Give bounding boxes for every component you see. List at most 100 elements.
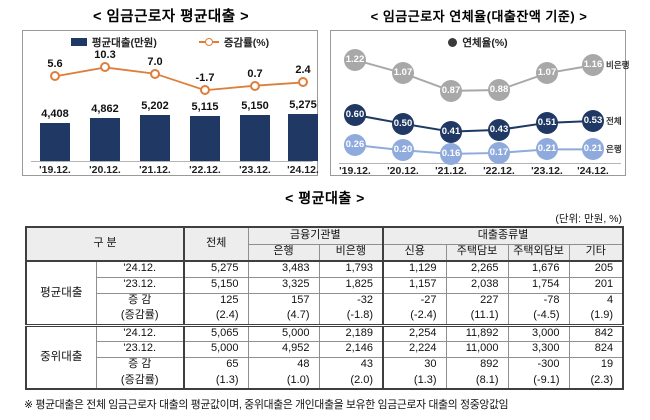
line-marker: [100, 62, 110, 73]
bar-value-label: 5,115: [191, 100, 219, 113]
table-cell: 2,189: [318, 324, 384, 342]
row-label: 증 감: [95, 292, 185, 309]
table-section-average-loan: 평균대출 '24.12. 5,275 3,483 1,793 1,129 2,265 1,67…: [25, 260, 624, 326]
table-cell: 824: [568, 340, 624, 358]
bar: [90, 118, 120, 161]
table-cell: (2.0): [318, 373, 384, 390]
table-cell: 2,224: [382, 340, 447, 358]
row-label: (증감률): [95, 309, 185, 326]
avg-loan-table: 구 분 전체 금융기관별 대출종류별 은행 비은행 신용 주택담보 주택외담보 …: [25, 226, 625, 390]
table-cell: 11,000: [445, 340, 509, 358]
table-row: '23.12. 5,150 3,325 1,825 1,157 2,038 1,754 201: [26, 276, 624, 294]
table-cell: 1,157: [382, 276, 447, 294]
table-cell: (4.7): [247, 309, 320, 326]
delinquency-plot: 1.22 1.07 0.87 0.88 1.07 1.16 비은행 0.60 0.50 0.41 0…: [331, 31, 630, 177]
data-point: 0.51: [536, 111, 558, 134]
avg-loan-chart: 평균대출(만원) 증감률(%) 4,408 5.6 '19.12. 4,862 10.3…: [22, 30, 319, 177]
table-title: < 평균대출 >: [285, 190, 365, 206]
table-cell: -27: [382, 292, 447, 309]
table-cell: 3,483: [247, 260, 320, 278]
header-bank: 은행: [247, 243, 320, 262]
legend-item-growth-rate: 증감률(%): [198, 36, 270, 49]
series-label: 비은행: [606, 60, 630, 71]
x-tick-label: '20.12.: [387, 165, 419, 177]
section-label: 중위대출: [25, 324, 97, 390]
header-etc: 기타: [568, 243, 624, 262]
table-cell: -78: [507, 292, 570, 309]
table-cell: 2,265: [445, 260, 509, 278]
table-cell: 2,254: [382, 324, 447, 342]
row-label: 증 감: [95, 356, 185, 373]
legend-label-growth-rate: 증감률(%): [223, 36, 270, 49]
table-cell: -300: [507, 356, 570, 373]
delinquency-legend: 연체율(%): [331, 36, 625, 49]
x-tick-label: '22.12.: [483, 165, 515, 177]
table-cell: 5,275: [183, 260, 249, 278]
header-by-type: 대출종류별: [382, 226, 624, 245]
legend-label-delinquency-rate: 연체율(%): [462, 36, 508, 49]
x-tick-label: '21.12.: [435, 165, 467, 177]
table-cell: (-4.5): [507, 309, 570, 326]
bar: [140, 114, 170, 161]
delinquency-chart-title: < 임금근로자 연체율(대출잔액 기준) >: [370, 9, 588, 24]
header-by-institution: 금융기관별: [247, 226, 384, 245]
table-row: 중위대출 '24.12. 5,065 5,000 2,189 2,254 11,892 3,0…: [25, 324, 624, 390]
bar-value-label: 4,862: [91, 103, 119, 116]
table-cell: (-1.8): [318, 309, 384, 326]
table-row: 평균대출 '24.12. 5,275 3,483 1,793 1,129 2,265 1,67…: [25, 260, 624, 326]
data-point: 0.41: [440, 120, 462, 143]
series-label: 전체: [606, 116, 622, 127]
table-cell: 11,892: [445, 324, 509, 342]
series-label: 은행: [606, 144, 622, 155]
table-cell: 201: [568, 276, 624, 294]
x-tick-label: '22.12.: [189, 164, 221, 176]
chart-lines: [54, 66, 304, 92]
header-gubun: 구 분: [25, 226, 185, 262]
table-cell: (1.9): [568, 309, 624, 326]
line-value-label: 5.6: [47, 58, 63, 71]
bar: [288, 114, 318, 161]
data-point: 0.21: [536, 138, 558, 161]
bar-value-label: 4,408: [41, 108, 69, 120]
avg-loan-chart-title: < 임금근로자 평균대출 >: [92, 9, 250, 25]
table-row: 증 감 65 48 43 30 892 -300 19: [26, 356, 624, 373]
data-point: 0.17: [488, 141, 510, 164]
table-cell: 5,000: [247, 324, 320, 342]
table-header: 구 분 전체 금융기관별 대출종류별 은행 비은행 신용 주택담보 주택외담보 …: [25, 226, 624, 262]
avg-loan-legend: 평균대출(만원) 증감률(%): [23, 36, 317, 49]
line-marker: [50, 71, 60, 82]
table-cell: 227: [445, 292, 509, 309]
line-value-label: 7.0: [147, 55, 163, 68]
bar: [40, 123, 70, 161]
data-point: 0.21: [582, 138, 604, 161]
legend-label-avg-loan: 평균대출(만원): [91, 36, 157, 49]
data-point: 0.43: [488, 118, 510, 141]
data-point: 0.20: [392, 139, 414, 162]
header-credit: 신용: [382, 243, 447, 262]
table-cell: 1,793: [318, 260, 384, 278]
table-row: '23.12. 5,000 4,952 2,146 2,224 11,000 3,300 82…: [26, 340, 624, 358]
delinquency-chart: 연체율(%) 1.22 1.07 0.87 0.88 1.07 1.16 비은행 0.60 0.…: [330, 30, 630, 177]
bar-swatch-icon: [70, 38, 87, 46]
header-home-collateral: 주택담보: [445, 243, 509, 262]
table-cell: 205: [568, 260, 624, 278]
table-cell: 43: [318, 356, 384, 373]
row-label: '23.12.: [95, 276, 185, 294]
avg-loan-plot: 4,408 5.6 '19.12. 4,862 10.3 '20.12. 5,202 7.0 '…: [23, 31, 319, 177]
line-swatch-icon: [198, 38, 219, 46]
row-label: (증감률): [95, 373, 185, 390]
data-point: 1.22: [344, 48, 366, 71]
table-cell: 4,952: [247, 340, 320, 358]
chart-lines: [354, 58, 594, 155]
bar: [190, 115, 220, 161]
table-cell: 3,300: [507, 340, 570, 358]
table-cell: 30: [382, 356, 447, 373]
table-cell: (1.0): [247, 373, 320, 390]
table-cell: 842: [568, 324, 624, 342]
unit-note: (단위: 만원, %): [555, 213, 622, 225]
data-point: 0.88: [488, 79, 510, 102]
legend-item-delinquency-rate: 연체율(%): [448, 36, 508, 49]
table-section-median-loan: 중위대출 '24.12. 5,065 5,000 2,189 2,254 11,892 3,0…: [25, 324, 624, 390]
x-tick-label: '19.12.: [39, 164, 71, 176]
table-cell: 1,754: [507, 276, 570, 294]
